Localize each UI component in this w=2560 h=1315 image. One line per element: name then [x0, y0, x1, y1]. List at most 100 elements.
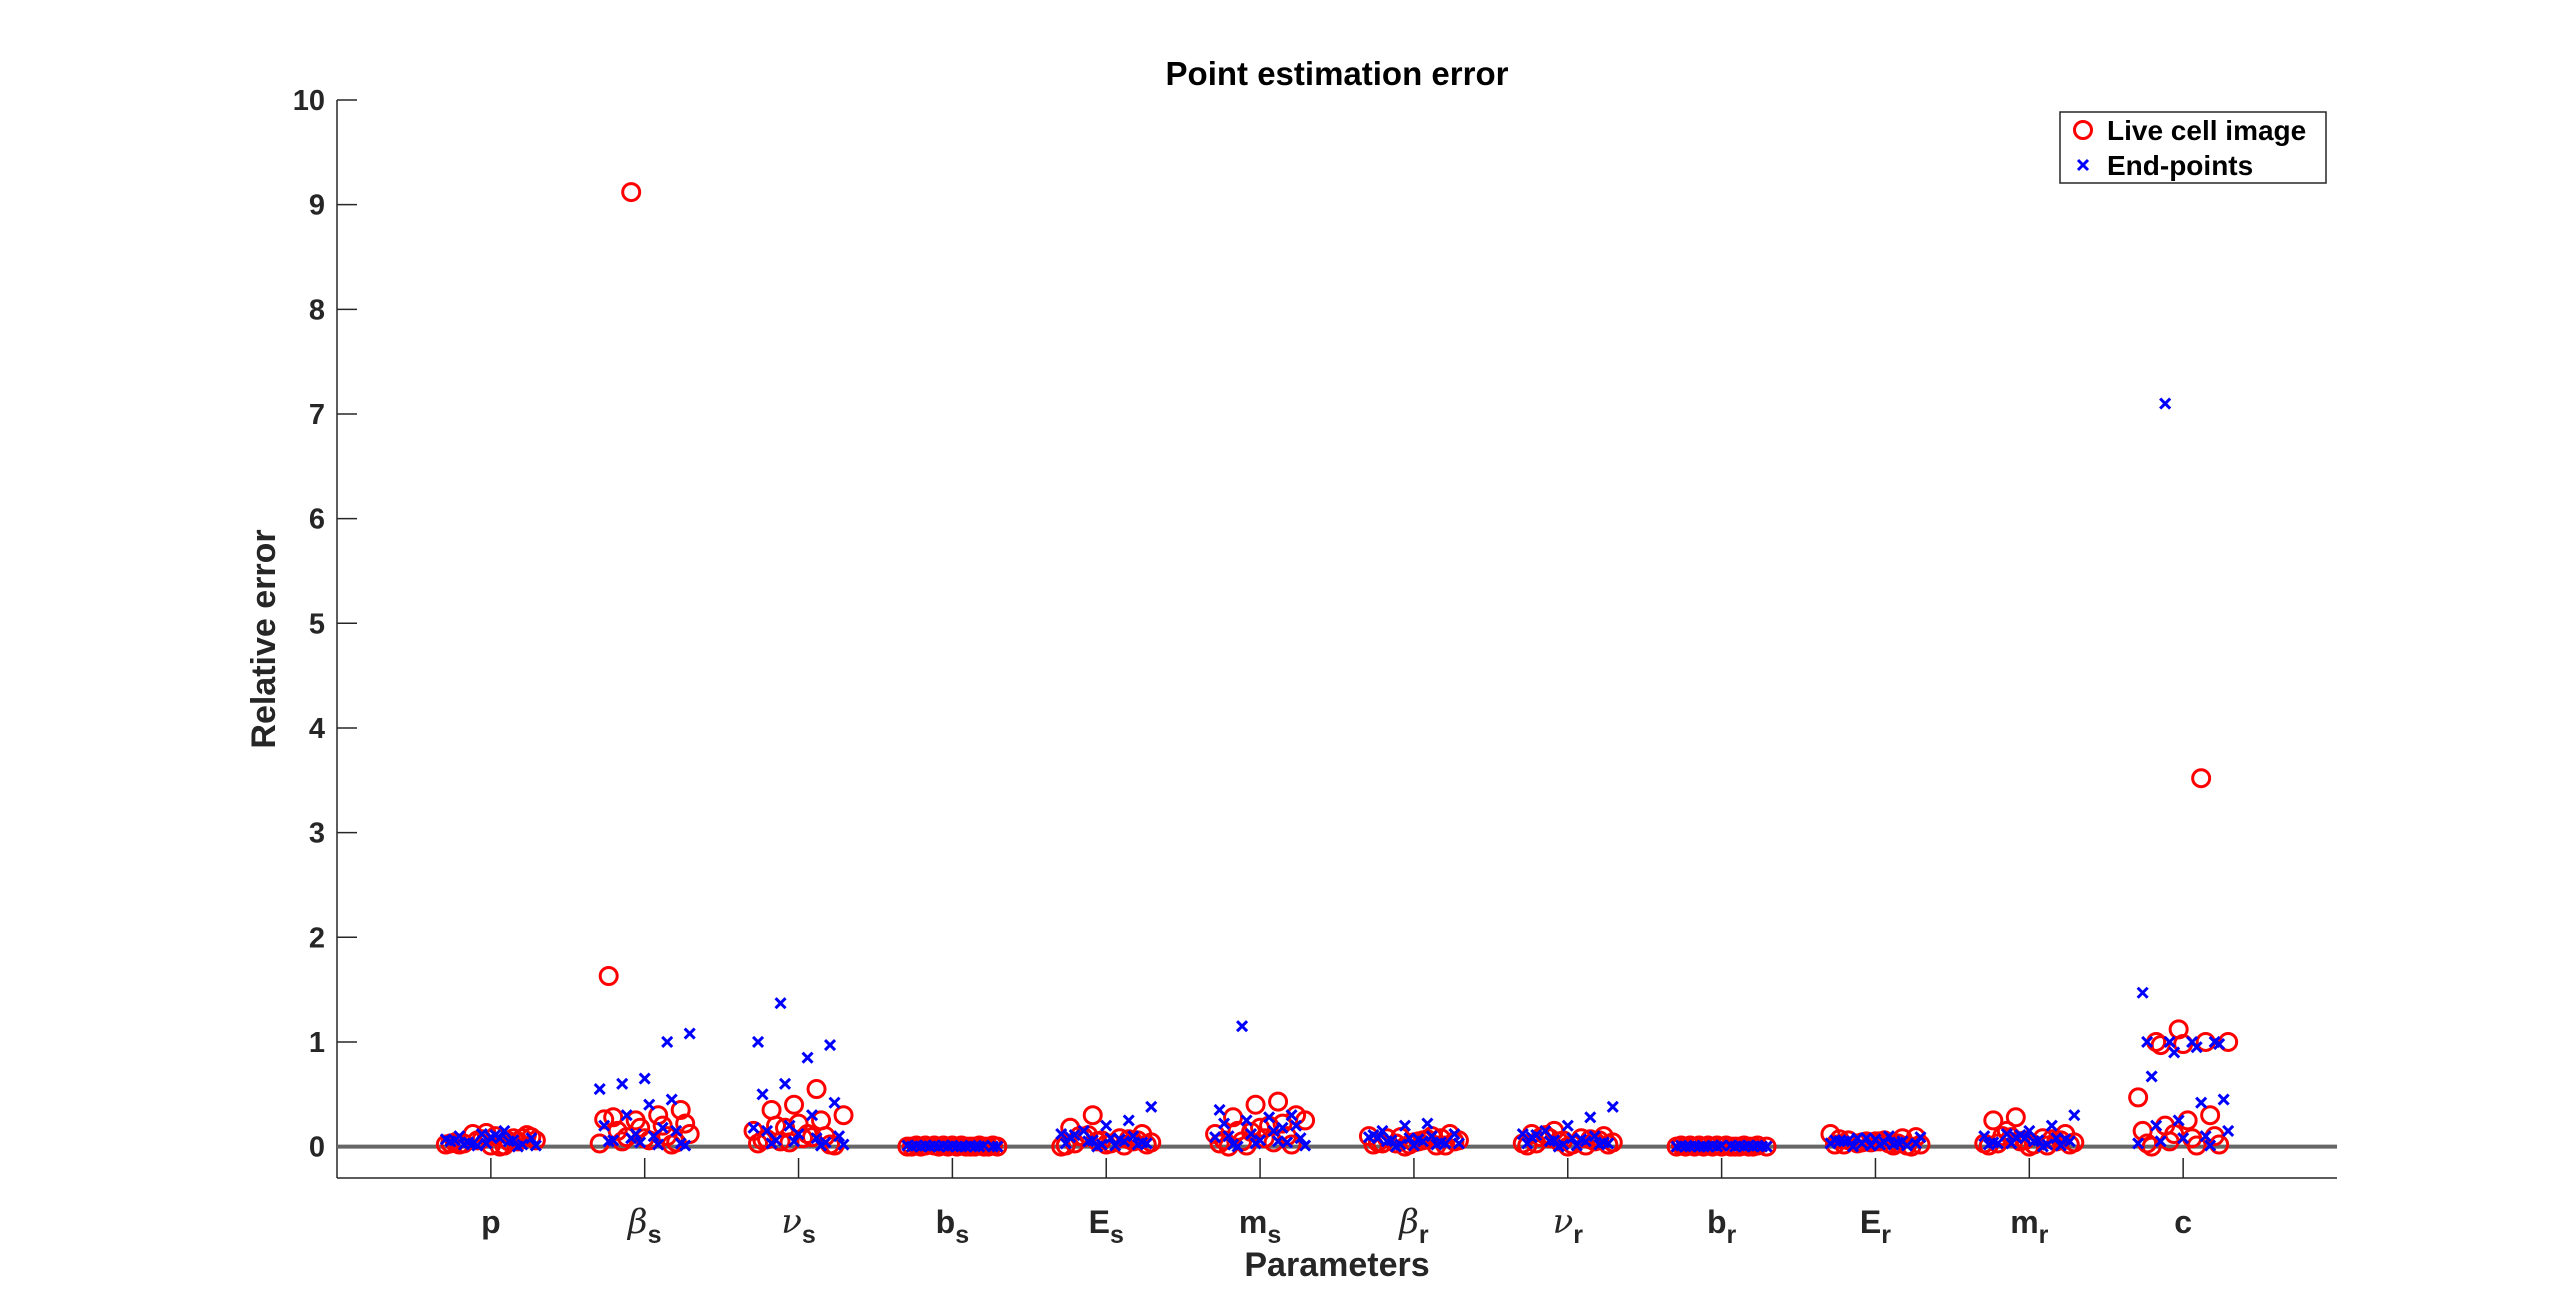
y-tick-label: 8	[309, 294, 325, 326]
y-tick-label: 7	[309, 399, 325, 431]
end-points-point	[1276, 1121, 1289, 1134]
x-tick-label: br	[1707, 1204, 1737, 1249]
end-points-point	[2163, 1035, 2176, 1049]
end-points-point	[986, 1140, 999, 1153]
end-points-point	[2195, 1096, 2208, 1109]
end-points-point	[1104, 1132, 1117, 1145]
end-points-point	[516, 1138, 529, 1151]
end-points-point	[1077, 1124, 1090, 1137]
x-tick-label: νs	[781, 1202, 816, 1249]
end-points-point	[2063, 1135, 2076, 1148]
y-tick-label: 9	[309, 190, 325, 222]
end-points-point	[955, 1140, 968, 1153]
live-cell-point	[1209, 1133, 1230, 1154]
live-cell-point	[2128, 1087, 2149, 1108]
end-points-point	[1127, 1130, 1140, 1143]
y-axis-label: Relative error	[245, 529, 283, 748]
y-axis-ticks: 0 1 2 3 4 5 6 7 8 9 10	[293, 85, 357, 1164]
x-tick-label: βr	[1397, 1202, 1429, 1249]
end-points-point	[1606, 1100, 1619, 1113]
end-points-point	[1448, 1127, 1461, 1141]
end-points-point	[670, 1124, 683, 1137]
end-points-point	[1991, 1137, 2004, 1150]
live-cell-point	[594, 1109, 615, 1130]
end-points-point	[593, 1082, 606, 1096]
live-cell-point	[833, 1105, 854, 1126]
end-points-point	[792, 1127, 805, 1141]
end-points-point	[828, 1096, 841, 1109]
end-points-point	[1846, 1140, 1860, 1153]
end-points-point	[1095, 1138, 1108, 1151]
end-points-point	[448, 1134, 461, 1147]
end-points-point	[778, 1077, 792, 1090]
end-points-point	[2213, 1037, 2226, 1051]
end-points-point	[968, 1140, 981, 1153]
end-points-point	[1679, 1140, 1692, 1153]
end-points-point	[977, 1139, 990, 1152]
end-points-point	[1833, 1135, 1846, 1148]
end-points-point	[629, 1127, 642, 1141]
x-tick-label: νr	[1553, 1202, 1584, 1249]
end-points-point	[910, 1139, 923, 1152]
y-tick-label: 2	[309, 922, 325, 954]
live-cell-point	[675, 1113, 696, 1134]
end-points-point	[1584, 1111, 1597, 1124]
end-points-point	[2145, 1070, 2158, 1083]
end-points-point	[1068, 1129, 1081, 1142]
end-points-point	[1231, 1140, 1244, 1153]
end-points-point	[1281, 1136, 1294, 1149]
legend-box	[2059, 111, 2327, 184]
end-points-point	[683, 1027, 696, 1040]
end-points-point	[2018, 1132, 2031, 1145]
end-points-point	[529, 1139, 542, 1152]
end-points-point	[1267, 1124, 1280, 1137]
end-points-point	[1218, 1117, 1231, 1130]
end-points-point	[1236, 1020, 1249, 1033]
end-points-point	[1240, 1114, 1253, 1127]
end-points-point	[679, 1139, 692, 1152]
x-axis-label: Parameters	[1244, 1246, 1429, 1284]
end-points-point	[783, 1119, 796, 1132]
end-points-point	[1452, 1137, 1465, 1150]
end-points-point	[652, 1138, 665, 1151]
end-points-point	[1213, 1103, 1226, 1117]
y-tick-label: 6	[309, 504, 325, 536]
end-points-point	[1140, 1137, 1153, 1150]
end-points-point	[2199, 1130, 2212, 1143]
data-markers	[435, 182, 2239, 1157]
end-points-point	[1222, 1130, 1235, 1143]
end-points-point	[1285, 1109, 1298, 1122]
y-tick-label: 10	[293, 85, 325, 117]
plot-area: 0 1 2 3 4 5 6 7 8 9 10 p βs νs bs Es ms βr νr br Er mr c	[293, 85, 2337, 1249]
live-cell-point	[1268, 1091, 1289, 1112]
end-points-point	[471, 1139, 484, 1152]
live-cell-point	[2186, 1135, 2207, 1156]
end-points-point	[1566, 1132, 1579, 1145]
end-points-point	[1254, 1134, 1267, 1147]
end-points-point	[1693, 1140, 1706, 1153]
legend-marker-end-points	[2076, 158, 2090, 172]
end-points-point	[1900, 1139, 1914, 1152]
end-points-point	[991, 1140, 1004, 1153]
end-points-point	[932, 1140, 945, 1153]
live-cell-point	[603, 1107, 624, 1128]
end-points-point	[1421, 1117, 1434, 1130]
legend-marker-live-cell	[2073, 120, 2093, 140]
end-points-point	[616, 1077, 629, 1090]
end-points-point	[647, 1130, 660, 1143]
live-cell-point	[1983, 1110, 2004, 1131]
end-points-point	[751, 1035, 765, 1049]
end-points-point	[801, 1051, 814, 1064]
live-cell-point	[2005, 1107, 2026, 1128]
end-points-point	[1055, 1127, 1068, 1141]
live-cell-point	[598, 966, 619, 987]
end-points-point	[1557, 1138, 1570, 1151]
end-points-point	[1294, 1132, 1307, 1145]
end-points-point	[2190, 1041, 2203, 1054]
end-points-point	[2177, 1132, 2190, 1145]
end-points-point	[1914, 1131, 1927, 1144]
end-points-point	[1602, 1137, 1615, 1150]
end-points-point	[1263, 1111, 1276, 1124]
